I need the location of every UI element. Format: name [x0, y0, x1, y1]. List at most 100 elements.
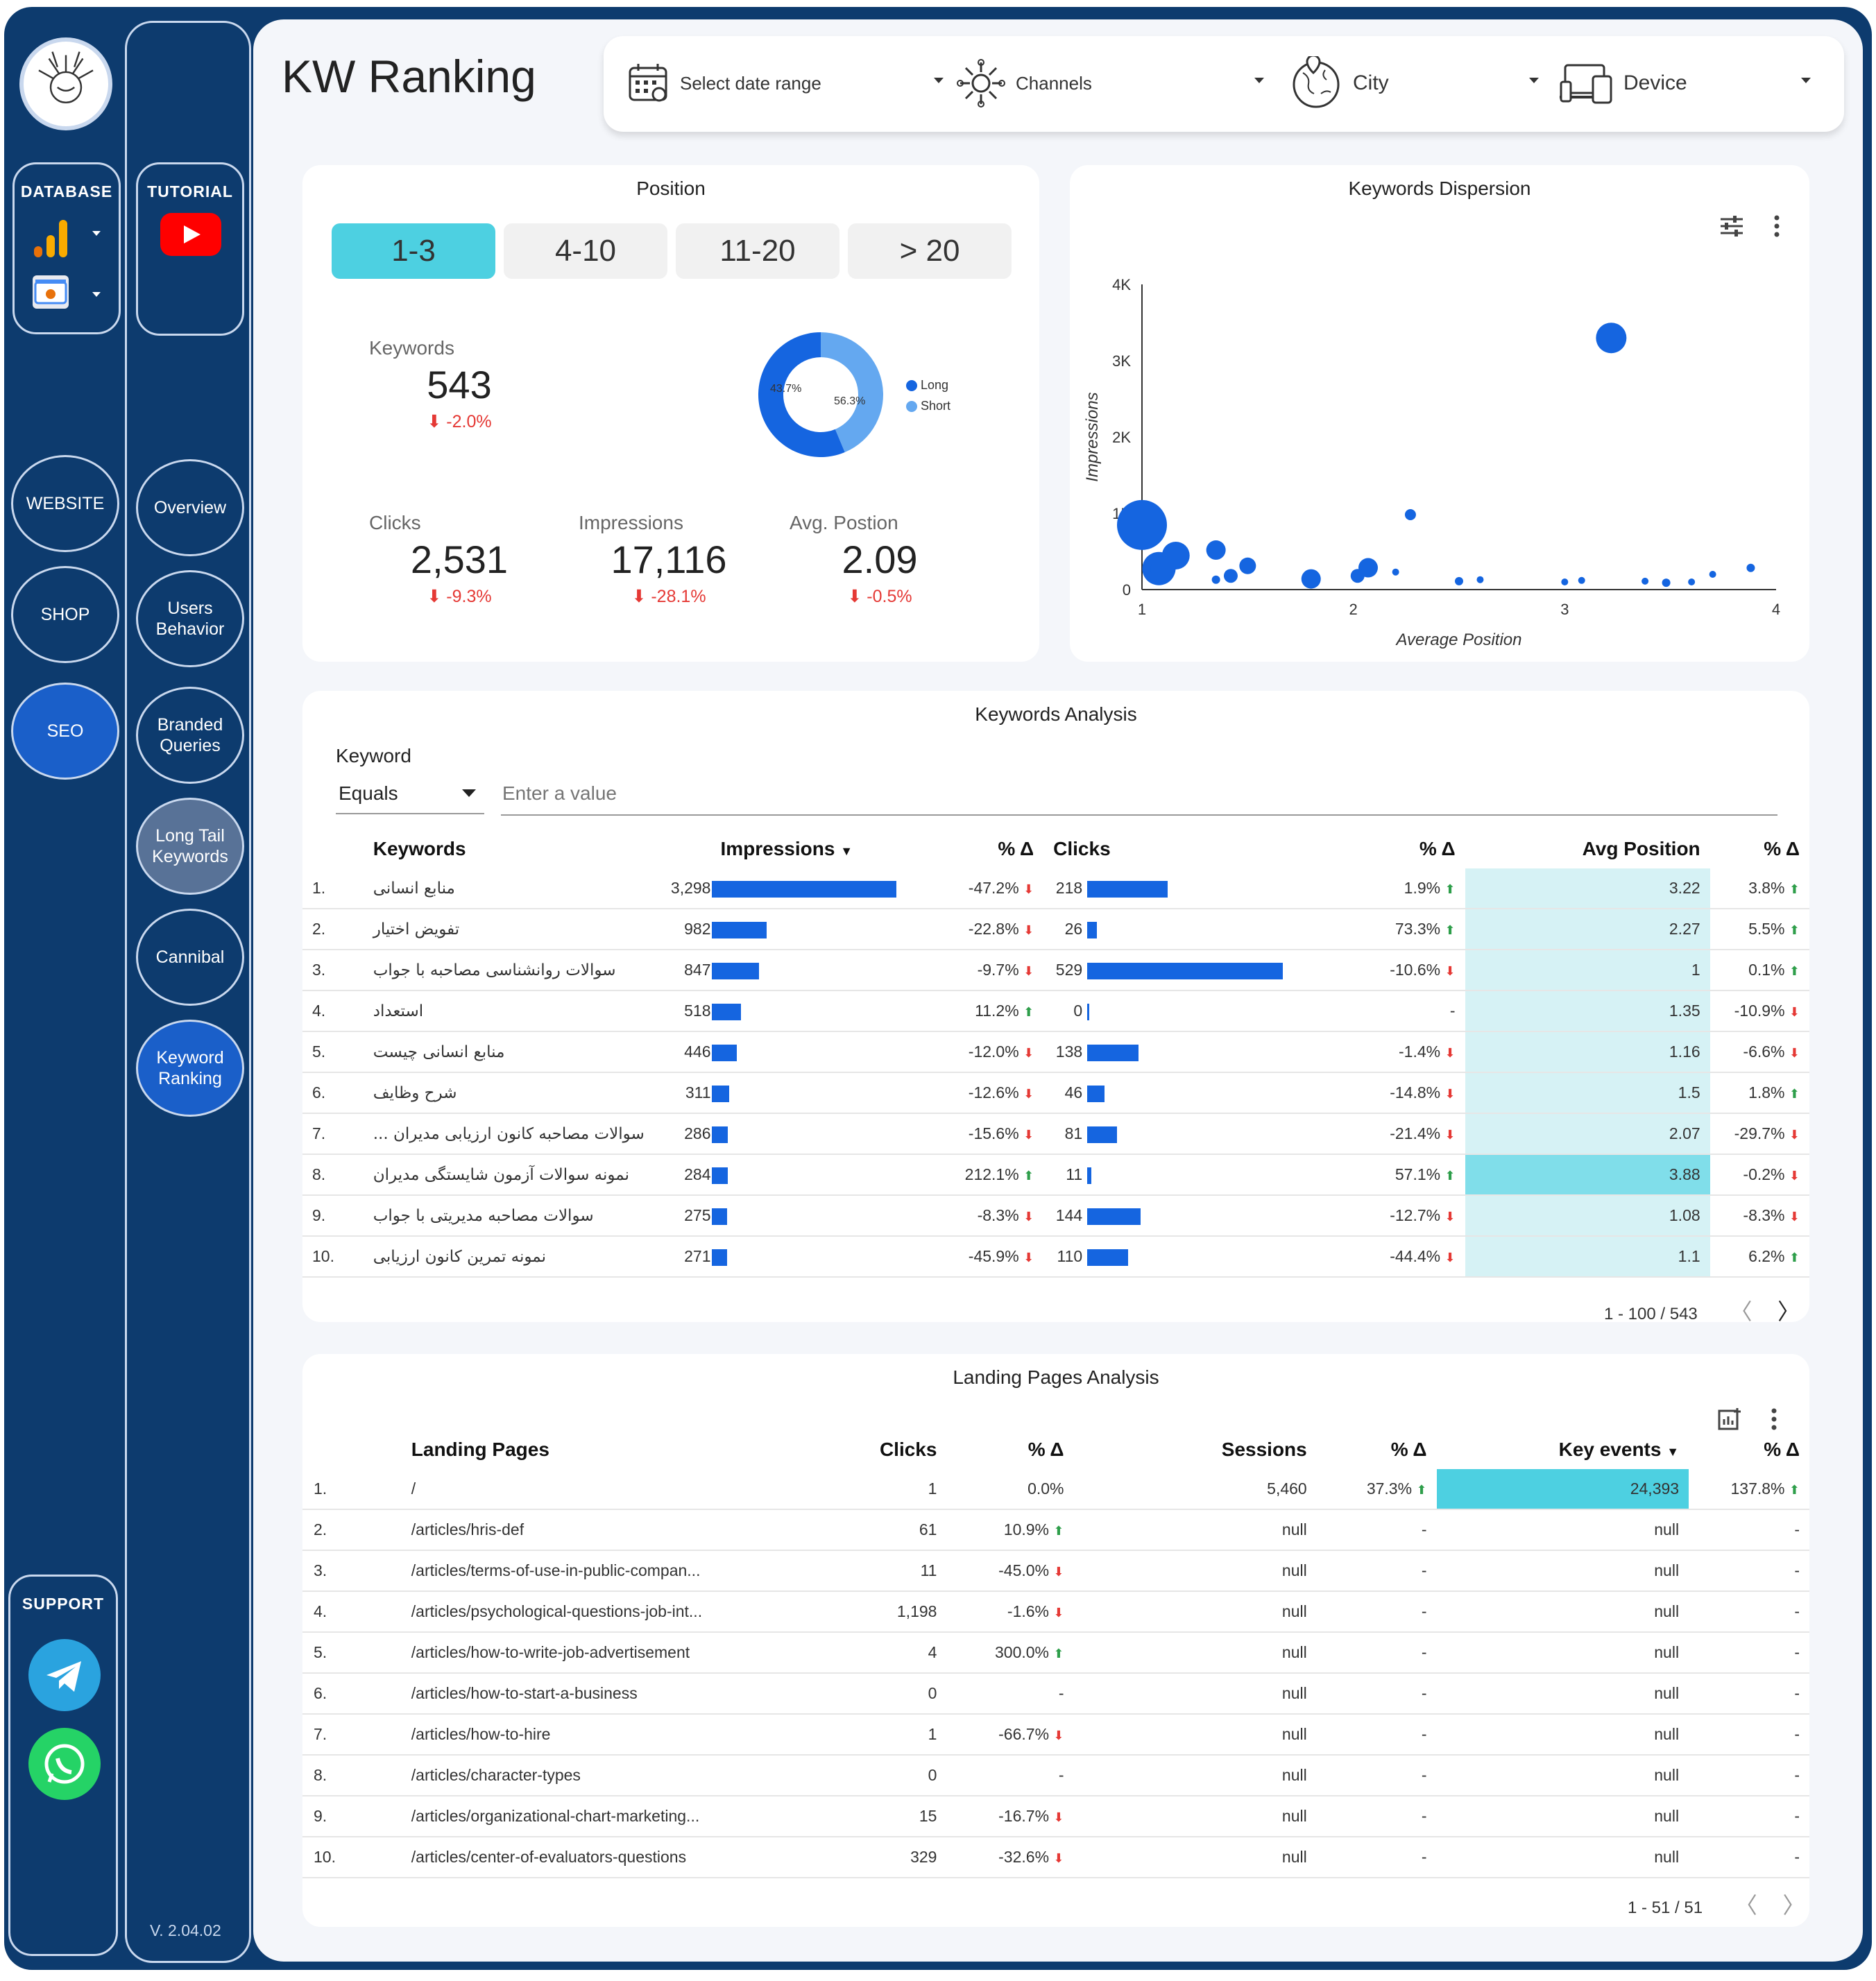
kw-col-pos-delta[interactable]: % Δ [1764, 838, 1800, 859]
table-row[interactable]: 6./articles/how-to-start-a-business 0- nul… [302, 1673, 1809, 1715]
nav-branded-queries[interactable]: Branded Queries [136, 687, 244, 784]
scatter-point[interactable] [1709, 571, 1716, 578]
nav-cannibal[interactable]: Cannibal [136, 909, 244, 1006]
kw-col-clicks-delta[interactable]: % Δ [1419, 838, 1456, 859]
chevron-left-icon[interactable]: 〈 [1734, 1893, 1757, 1918]
nav-branded-queries-label: Branded Queries [157, 715, 223, 755]
lp-col-sessions[interactable]: Sessions [1221, 1439, 1307, 1460]
keywords-table: Keywords Impressions ▼ % Δ Clicks % Δ Av… [302, 830, 1809, 1278]
telegram-icon[interactable] [28, 1639, 101, 1711]
youtube-icon[interactable] [160, 213, 221, 256]
position-segment-11-20[interactable]: 11-20 [676, 223, 839, 279]
scatter-point[interactable] [1455, 576, 1463, 585]
impressions-value: 847 [654, 950, 711, 991]
chevron-down-icon[interactable] [92, 231, 101, 236]
table-row[interactable]: 8./articles/character-types 0- null - null - [302, 1755, 1809, 1796]
more-vert-icon[interactable] [1771, 1407, 1777, 1435]
operator-select[interactable]: Equals [336, 773, 484, 814]
scatter-point[interactable] [1150, 556, 1176, 582]
chevron-right-icon[interactable]: 〉 [1777, 1299, 1800, 1324]
position-delta: 5.5% [1748, 920, 1785, 938]
kw-col-clicks[interactable]: Clicks [1053, 838, 1111, 859]
scatter-point[interactable] [1688, 578, 1696, 585]
table-row[interactable]: 5. منابع انسانی چیست 446 -12.0% ⬇ 138 -1.4% … [302, 1031, 1809, 1073]
landing-page-cell: /articles/organizational-chart-marketing… [401, 1796, 815, 1837]
lp-col-clicks-delta[interactable]: % Δ [1027, 1439, 1064, 1460]
scatter-point[interactable] [1206, 540, 1226, 560]
search-console-icon[interactable] [33, 275, 69, 309]
scatter-point[interactable] [1746, 563, 1755, 572]
lp-col-clicks[interactable]: Clicks [879, 1439, 937, 1460]
scatter-point[interactable] [1239, 557, 1256, 574]
table-row[interactable]: 5./articles/how-to-write-job-advertiseme… [302, 1632, 1809, 1674]
lp-sessions-value: null [1073, 1591, 1317, 1633]
more-vert-icon[interactable] [1773, 214, 1780, 239]
nav-shop[interactable]: SHOP [11, 566, 119, 663]
table-row[interactable]: 3. سوالات روانشناسی مصاحبه با جواب 847 -9.7… [302, 950, 1809, 991]
table-row[interactable]: 4. استعداد 518 11.2% ⬆ 0 -1.35 -10.9% ⬇ [302, 990, 1809, 1032]
table-row[interactable]: 10. نمونه تمرین کانون ارزیابی 271 -45.9% ⬇ 1… [302, 1236, 1809, 1278]
kw-col-keywords[interactable]: Keywords [373, 838, 466, 859]
date-range-filter[interactable]: Select date range [626, 55, 944, 111]
table-row[interactable]: 7. سوالات مصاحبه کانون ارزیابی مدیران ...… [302, 1113, 1809, 1155]
table-row[interactable]: 4./articles/psychological-questions-job-… [302, 1591, 1809, 1633]
table-row[interactable]: 10./articles/center-of-evaluators-questi… [302, 1837, 1809, 1878]
kw-col-imp-delta[interactable]: % Δ [998, 838, 1034, 859]
scatter-point[interactable] [1211, 575, 1220, 584]
kw-col-impressions[interactable]: Impressions ▼ [710, 830, 955, 868]
chevron-left-icon[interactable]: 〈 [1730, 1299, 1753, 1324]
table-row[interactable]: 6. شرح وظایف 311 -12.6% ⬇ 46 -14.8% ⬇ 1.5 1.8%… [302, 1072, 1809, 1114]
position-segment-4-10[interactable]: 4-10 [504, 223, 667, 279]
brand-logo[interactable] [19, 37, 112, 130]
clicks-bar [1086, 1167, 1091, 1184]
lp-col-landing-pages[interactable]: Landing Pages [411, 1439, 549, 1460]
city-filter[interactable]: City [1289, 55, 1539, 111]
scatter-point[interactable] [1404, 508, 1416, 520]
lp-col-key-events-delta[interactable]: % Δ [1764, 1439, 1800, 1460]
table-row[interactable]: 8. نمونه سوالات آزمون شایستگی مدیران 284 21… [302, 1154, 1809, 1196]
table-row[interactable]: 1. منابع انسانی 3,298 -47.2% ⬇ 218 1.9% ⬆ 3.2… [302, 868, 1809, 909]
device-filter[interactable]: Device [1558, 55, 1811, 111]
lp-col-key-events[interactable]: Key events ▼ [1437, 1430, 1689, 1469]
analytics-icon[interactable] [31, 216, 73, 260]
scatter-point[interactable] [1476, 576, 1484, 583]
position-segment-1-3[interactable]: 1-3 [332, 223, 495, 279]
scatter-point[interactable] [1392, 568, 1399, 576]
nav-seo[interactable]: SEO [11, 683, 119, 780]
nav-website[interactable]: WEBSITE [11, 455, 119, 552]
whatsapp-icon[interactable] [28, 1728, 101, 1800]
keyword-value-input[interactable] [501, 773, 1777, 816]
table-row[interactable]: 9. سوالات مصاحبه مدیریتی با جواب 275 -8.3% … [302, 1195, 1809, 1237]
scatter-point[interactable] [1561, 578, 1569, 585]
table-row[interactable]: 3./articles/terms-of-use-in-public-compa… [302, 1550, 1809, 1592]
legend-short-label: Short [921, 399, 951, 413]
sliders-icon[interactable] [1719, 214, 1744, 242]
scatter-point[interactable] [1596, 323, 1627, 354]
chevron-right-icon[interactable]: 〉 [1782, 1893, 1805, 1918]
table-row[interactable]: 1./1 0.0% 5,460 37.3% ⬆ 24,393 137.8% ⬆ [302, 1469, 1809, 1510]
scatter-point[interactable] [1117, 499, 1167, 550]
chart-edit-icon[interactable] [1718, 1407, 1741, 1434]
nav-long-tail-keywords[interactable]: Long Tail Keywords [136, 798, 244, 895]
lp-col-sessions-delta[interactable]: % Δ [1390, 1439, 1427, 1460]
table-row[interactable]: 9./articles/organizational-chart-marketi… [302, 1796, 1809, 1837]
scatter-point[interactable] [1223, 569, 1238, 583]
chevron-down-icon[interactable] [92, 292, 101, 297]
position-segment-over-20[interactable]: > 20 [848, 223, 1012, 279]
table-row[interactable]: 2. تفویض اختیار 982 -22.8% ⬇ 26 73.3% ⬆ 2.27 5… [302, 909, 1809, 950]
kw-col-avg-position[interactable]: Avg Position [1582, 838, 1700, 859]
nav-overview[interactable]: Overview [136, 459, 244, 556]
scatter-point[interactable] [1642, 577, 1649, 585]
scatter-point[interactable] [1578, 576, 1585, 584]
channels-filter[interactable]: Channels [956, 55, 1264, 111]
scatter-point[interactable] [1350, 569, 1365, 583]
keywords-pager-range: 1 - 100 / 543 [1604, 1305, 1698, 1323]
scatter-point[interactable] [1662, 578, 1671, 588]
nav-keyword-ranking[interactable]: Keyword Ranking [136, 1020, 244, 1117]
impressions-delta-cell: -12.0% ⬇ [955, 1031, 1044, 1073]
table-row[interactable]: 2./articles/hris-def 61 10.9% ⬆ null - null - [302, 1509, 1809, 1551]
table-row[interactable]: 7./articles/how-to-hire 1 -66.7% ⬇ null - nul… [302, 1714, 1809, 1756]
clicks-delta: - [1449, 1002, 1456, 1020]
nav-users-behavior[interactable]: Users Behavior [136, 570, 244, 667]
scatter-point[interactable] [1301, 569, 1321, 589]
